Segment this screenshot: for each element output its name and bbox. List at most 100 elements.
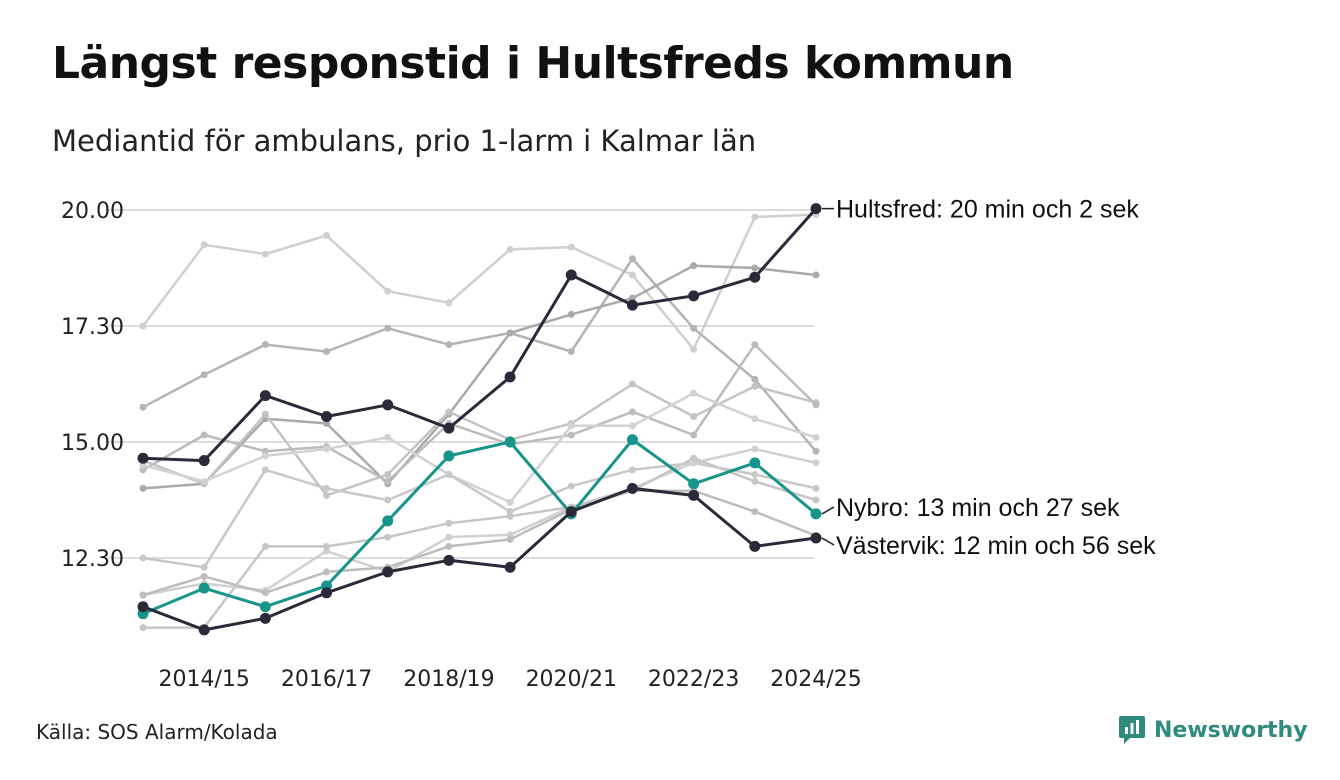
series-line: [142, 438, 817, 616]
data-point: [565, 506, 577, 518]
x-tick-label: 2024/25: [770, 667, 861, 692]
data-point: [445, 470, 453, 478]
data-point: [628, 271, 636, 279]
data-point: [198, 624, 210, 636]
data-point: [749, 540, 761, 552]
series-västervik: [137, 482, 822, 636]
data-point: [567, 243, 575, 251]
data-point: [628, 422, 636, 430]
data-point: [384, 496, 392, 504]
data-point: [688, 489, 700, 501]
data-point: [384, 533, 392, 541]
series-line: [142, 264, 817, 490]
data-point: [751, 341, 759, 349]
data-point: [567, 482, 575, 490]
series-övrig-kommun-9: [139, 487, 820, 599]
data-point: [688, 290, 700, 302]
data-point: [323, 568, 331, 576]
data-point: [139, 554, 147, 562]
data-point: [443, 422, 455, 434]
data-point: [445, 299, 453, 307]
x-tick-label: 2022/23: [648, 667, 739, 692]
data-point: [200, 431, 208, 439]
y-axis-labels: 12.30 15.00 17.30 20.00: [61, 199, 124, 572]
data-point: [443, 554, 455, 566]
data-point: [565, 269, 577, 281]
data-point: [812, 447, 820, 455]
y-tick-label: 20.00: [61, 199, 124, 224]
data-point: [323, 445, 331, 453]
series-annotations: Hultsfred: 20 min och 2 sek Nybro: 13 min…: [821, 196, 1156, 560]
data-point: [139, 591, 147, 599]
data-point: [445, 542, 453, 550]
background-series: [139, 211, 820, 632]
data-point: [688, 478, 700, 490]
data-point: [628, 380, 636, 388]
bar-chart-speech-icon: [1119, 716, 1145, 744]
data-point: [810, 508, 822, 520]
data-point: [137, 452, 149, 464]
data-point: [384, 324, 392, 332]
chart-title: Längst responstid i Hultsfreds kommun: [52, 38, 1014, 89]
data-point: [626, 482, 638, 494]
data-point: [321, 410, 333, 422]
y-tick-label: 15.00: [61, 431, 124, 456]
x-tick-label: 2018/19: [403, 667, 494, 692]
series-övrig-kommun-5: [139, 341, 820, 485]
series-line: [142, 343, 817, 483]
data-point: [506, 329, 514, 337]
series-line: [142, 486, 817, 632]
data-point: [321, 587, 333, 599]
brand-logo: Newsworthy: [1118, 714, 1308, 746]
data-point: [504, 561, 516, 573]
data-point: [259, 390, 271, 402]
data-point: [200, 563, 208, 571]
highlighted-series: [137, 203, 822, 636]
x-axis-labels: 2014/15 2016/17 2018/19 2020/21 2022/23 2024/…: [158, 667, 861, 692]
data-point: [812, 496, 820, 504]
data-point: [567, 310, 575, 318]
data-point: [445, 408, 453, 416]
data-point: [445, 533, 453, 541]
series-line: [142, 489, 817, 597]
data-point: [751, 445, 759, 453]
series-line: [142, 213, 817, 351]
data-point: [323, 542, 331, 550]
data-point: [384, 477, 392, 485]
data-point: [323, 348, 331, 356]
data-point: [382, 566, 394, 578]
data-point: [139, 403, 147, 411]
series-hultsfred: [137, 203, 822, 467]
data-point: [504, 371, 516, 383]
data-point: [259, 612, 271, 624]
chart-subtitle: Mediantid för ambulans, prio 1-larm i Ka…: [52, 124, 757, 158]
data-point: [812, 459, 820, 467]
data-point: [261, 542, 269, 550]
data-point: [810, 203, 822, 215]
data-point: [751, 470, 759, 478]
source-note: Källa: SOS Alarm/Kolada: [36, 720, 278, 744]
data-point: [690, 431, 698, 439]
line-chart: 12.30 15.00 17.30 20.00 2014/15 2016/17 2018/…: [61, 196, 1156, 692]
data-point: [259, 601, 271, 613]
annotation-leader: [821, 537, 835, 546]
annotation-leader: [821, 506, 835, 515]
data-point: [384, 287, 392, 295]
data-point: [137, 601, 149, 613]
y-tick-label: 17.30: [61, 315, 124, 340]
x-tick-label: 2016/17: [281, 667, 372, 692]
data-point: [751, 264, 759, 272]
data-point: [200, 573, 208, 581]
data-point: [690, 262, 698, 270]
y-tick-label: 12.30: [61, 547, 124, 572]
data-point: [198, 455, 210, 467]
data-point: [567, 348, 575, 356]
data-point: [384, 470, 392, 478]
data-point: [261, 410, 269, 418]
data-point: [812, 271, 820, 279]
data-point: [751, 508, 759, 516]
grid-lines: [108, 209, 814, 559]
data-point: [139, 624, 147, 632]
data-point: [200, 371, 208, 379]
data-point: [261, 250, 269, 258]
